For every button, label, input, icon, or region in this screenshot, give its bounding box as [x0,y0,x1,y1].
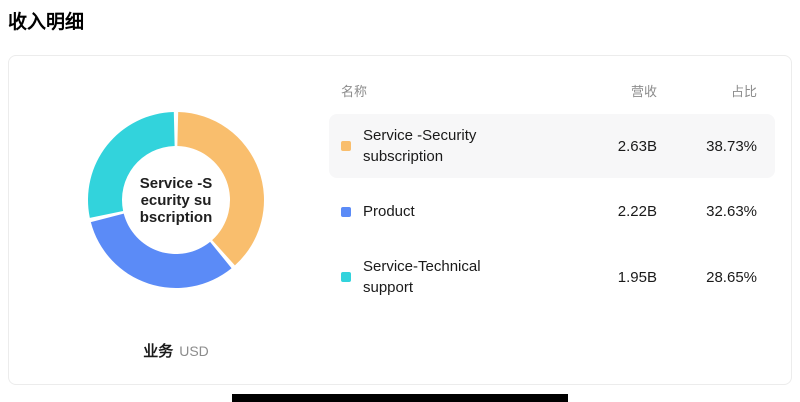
series-share: 28.65% [706,268,757,286]
revenue-detail-card: Service -S ecurity su bscription 业务 USD 名称 … [8,55,792,385]
header-revenue: 营收 [630,84,657,99]
series-name: Product [363,203,415,220]
series-color-swatch [341,272,351,282]
donut-chart[interactable] [86,110,266,290]
series-revenue: 1.95B [617,268,657,286]
series-name: Service-Technical support [363,258,481,296]
donut-segment-1[interactable] [90,213,232,288]
table-row[interactable]: Product 2.22B 32.63% [329,190,775,233]
table-row[interactable]: Service-Technical support 1.95B 28.65% [329,245,775,309]
donut-chart-container: Service -S ecurity su bscription [86,110,266,290]
page-title: 收入明细 [8,12,85,33]
dimension-label: 业务 [143,343,174,360]
legend-table: 名称 营收 占比 Service -Security subscription … [329,81,775,321]
series-revenue: 2.63B [617,137,657,155]
series-revenue: 2.22B [617,203,657,220]
header-share: 占比 [730,84,757,99]
series-share: 32.63% [706,203,757,220]
chart-footer: 业务 USD [46,340,306,361]
header-name: 名称 [341,84,368,99]
series-name: Service -Security subscription [363,127,477,165]
bottom-bar [232,394,568,402]
table-header: 名称 营收 占比 [329,81,775,100]
unit-label: USD [179,343,209,359]
series-color-swatch [341,141,351,151]
series-color-swatch [341,206,351,217]
donut-segment-0[interactable] [177,112,264,266]
series-share: 38.73% [706,137,757,155]
donut-segment-2[interactable] [88,112,175,218]
table-row[interactable]: Service -Security subscription 2.63B 38.… [329,114,775,178]
